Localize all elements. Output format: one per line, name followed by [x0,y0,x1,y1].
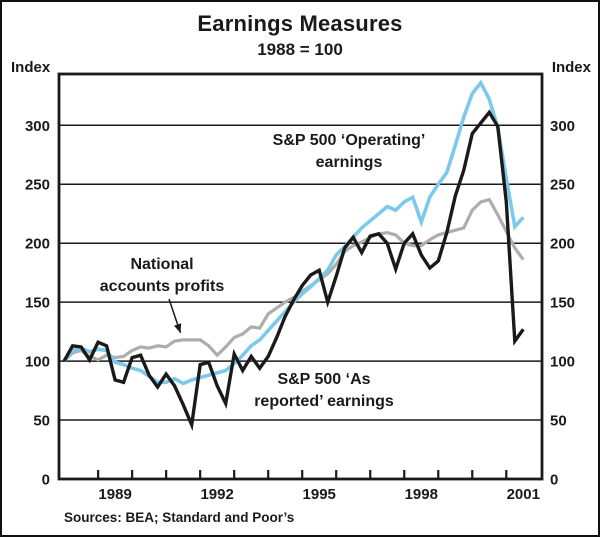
plot-frame [57,72,544,481]
series-line-1 [62,79,525,386]
y-tick-label-right-200: 200 [550,236,575,253]
y-tick-label-right-0: 0 [550,472,558,489]
x-axis-label-1998: 1998 [405,486,438,503]
y-tick-label-right-250: 250 [550,177,575,194]
y-tick-label-right-100: 100 [550,354,575,371]
y-tick-label-left-50: 50 [33,413,50,430]
y-axis-label-left: Index [11,59,51,76]
y-tick-label-left-150: 150 [25,295,50,312]
y-tick-label-left-100: 100 [25,354,50,371]
x-axis-label-1989: 1989 [98,486,131,503]
chart-title: Earnings Measures [197,11,403,36]
series-line-2 [62,109,525,432]
annotation-arrowhead [174,323,182,333]
x-axis-label-1995: 1995 [303,486,336,503]
y-tick-label-left-300: 300 [25,118,50,135]
y-tick-label-left-0: 0 [42,472,50,489]
y-tick-label-right-50: 50 [550,413,567,430]
y-tick-label-right-300: 300 [550,118,575,135]
y-tick-label-left-250: 250 [25,177,50,194]
x-axis-label-2001: 2001 [507,486,540,503]
y-tick-label-left-200: 200 [25,236,50,253]
x-axis-label-1992: 1992 [200,486,233,503]
source-note: Sources: BEA; Standard and Poor’s [64,510,295,525]
y-tick-label-right-150: 150 [550,295,575,312]
y-axis-label-right: Index [551,59,591,76]
series-line-0 [62,197,525,363]
chart-subtitle: 1988 = 100 [257,40,343,59]
